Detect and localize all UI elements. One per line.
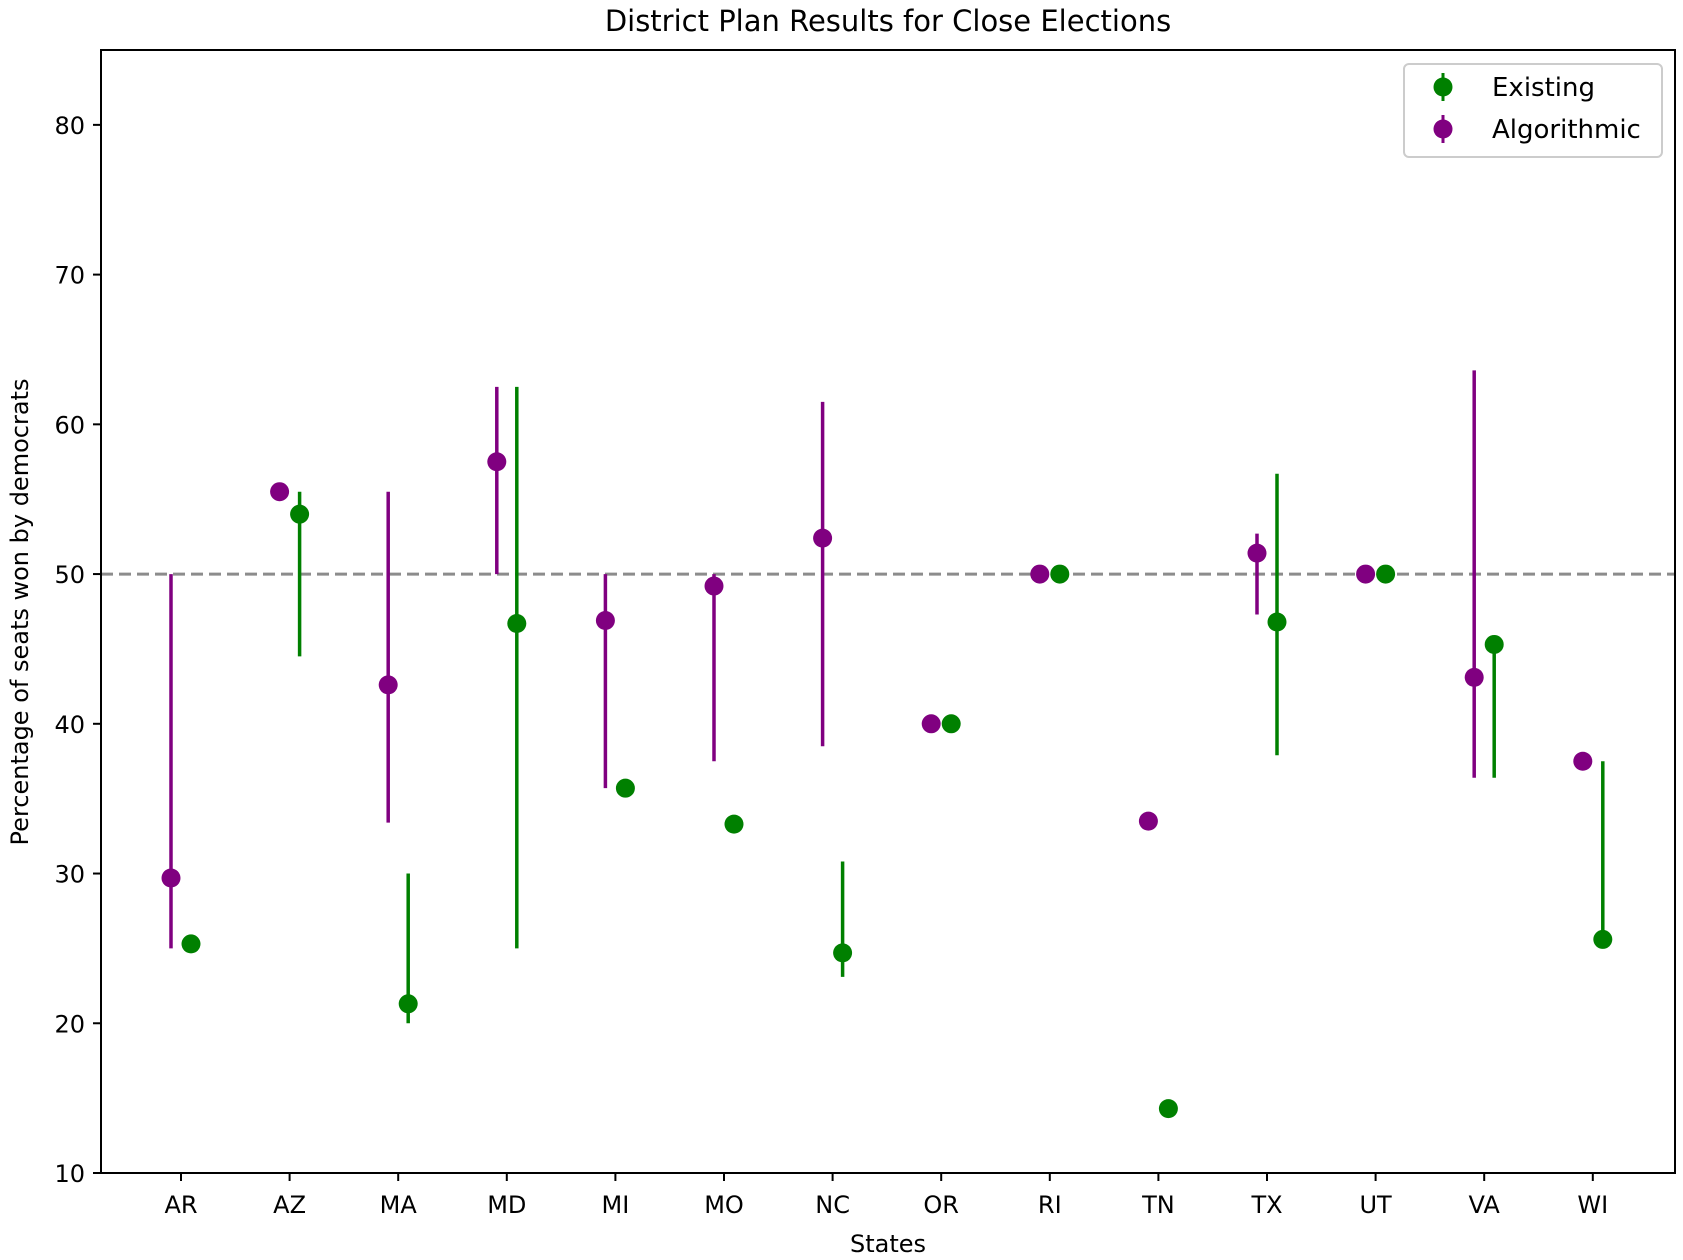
data-point [181, 934, 201, 954]
y-axis-title: Percentage of seats won by democrats [6, 379, 34, 846]
legend-label: Existing [1492, 73, 1595, 103]
data-point [378, 675, 398, 695]
data-point [813, 528, 833, 548]
x-tick-label: MI [602, 1191, 630, 1219]
data-point [1030, 564, 1050, 584]
data-point [1267, 612, 1287, 632]
data-point [704, 576, 724, 596]
data-point [398, 994, 418, 1014]
y-axis: 10 20 30 40 50 60 70 80 [54, 112, 101, 1188]
x-tick-label: RI [1038, 1191, 1062, 1219]
y-tick-label: 40 [54, 711, 85, 739]
series-algorithmic [161, 370, 1593, 949]
x-tick-label: MD [487, 1191, 526, 1219]
x-tick-label: WI [1577, 1191, 1608, 1219]
series-layer [161, 370, 1613, 1119]
data-point [270, 482, 290, 502]
x-tick-label: TX [1250, 1191, 1282, 1219]
data-point [1573, 751, 1593, 771]
data-point [1593, 929, 1613, 949]
y-tick-label: 30 [54, 861, 85, 889]
x-tick-label: UT [1359, 1191, 1392, 1219]
data-point [941, 714, 961, 734]
y-tick-label: 50 [54, 561, 85, 589]
data-point [1247, 543, 1267, 563]
data-point [290, 504, 310, 524]
data-point [487, 452, 507, 472]
data-point [1464, 667, 1484, 687]
y-tick-label: 20 [54, 1010, 85, 1038]
x-axis: AR AZ MA MD MI MO NC OR RI TN TX UT VA WI [164, 1173, 1608, 1219]
data-point [724, 814, 744, 834]
y-tick-label: 60 [54, 411, 85, 439]
x-axis-title: States [850, 1230, 926, 1258]
series-existing [181, 386, 1613, 1119]
legend-marker-dot [1433, 119, 1453, 139]
y-tick-label: 80 [54, 112, 85, 140]
x-tick-label: AZ [273, 1191, 306, 1219]
data-point [1376, 564, 1396, 584]
data-point [1158, 1099, 1178, 1119]
data-point [1484, 634, 1504, 654]
legend-label: Algorithmic [1492, 115, 1641, 145]
data-point [921, 714, 941, 734]
y-tick-label: 70 [54, 262, 85, 290]
y-tick-label: 10 [54, 1160, 85, 1188]
legend: Existing Algorithmic [1403, 63, 1663, 158]
data-point [507, 613, 527, 633]
x-tick-label: VA [1469, 1191, 1501, 1219]
x-tick-label: MA [380, 1191, 418, 1219]
data-point [1356, 564, 1376, 584]
data-point [595, 610, 615, 630]
data-point [615, 778, 635, 798]
legend-box [1403, 63, 1663, 158]
plot-frame [100, 49, 1676, 1174]
x-tick-label: NC [815, 1191, 850, 1219]
chart-title: District Plan Results for Close Election… [605, 4, 1171, 38]
legend-marker-dot [1433, 77, 1453, 97]
data-point [161, 868, 181, 888]
data-point [833, 943, 853, 963]
x-tick-label: TN [1141, 1191, 1175, 1219]
x-tick-label: MO [704, 1191, 744, 1219]
data-point [1050, 564, 1070, 584]
x-tick-label: OR [923, 1191, 959, 1219]
data-point [1138, 811, 1158, 831]
x-tick-label: AR [164, 1191, 197, 1219]
